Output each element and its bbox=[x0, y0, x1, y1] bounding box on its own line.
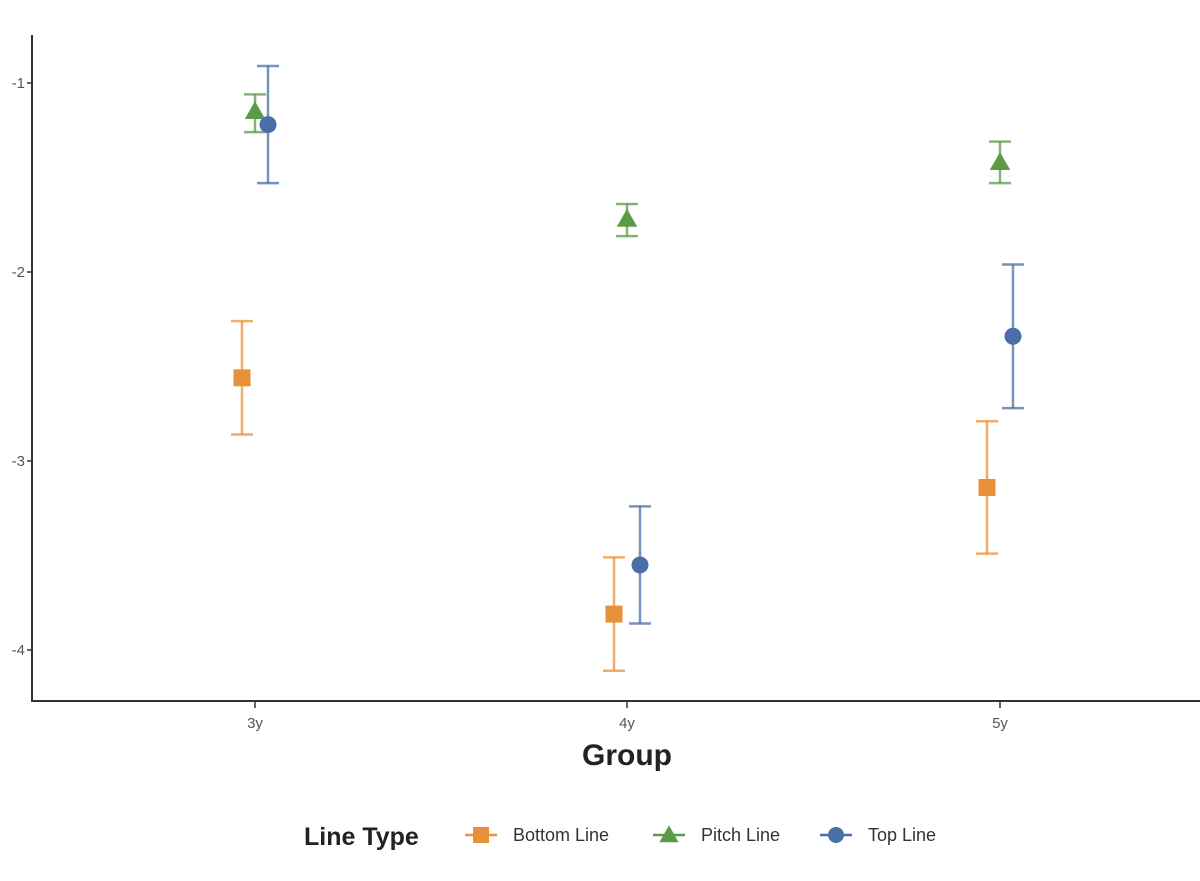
y-tick-label: -2 bbox=[12, 264, 25, 281]
legend-key-square bbox=[473, 827, 489, 843]
legend-title: Line Type bbox=[304, 823, 419, 851]
data-point bbox=[605, 605, 623, 623]
x-tick-label: 4y bbox=[619, 715, 635, 732]
data-point bbox=[244, 101, 266, 119]
x-tick-label: 5y bbox=[992, 715, 1008, 732]
legend: Line Type Bottom Line Pitch Line Top Line bbox=[304, 823, 936, 851]
legend-item: Bottom Line bbox=[465, 825, 609, 845]
y-tick-label: -1 bbox=[12, 75, 25, 92]
series-bottom-line bbox=[231, 319, 998, 673]
legend-label: Top Line bbox=[868, 825, 936, 845]
y-tick-label: -3 bbox=[12, 453, 25, 470]
legend-item: Top Line bbox=[820, 825, 936, 845]
data-point bbox=[616, 208, 638, 227]
legend-label: Bottom Line bbox=[513, 825, 609, 845]
legend-items: Bottom Line Pitch Line Top Line bbox=[465, 825, 936, 845]
series-pitch-line bbox=[244, 93, 1011, 238]
legend-key-circle bbox=[828, 827, 844, 843]
legend-item: Pitch Line bbox=[653, 825, 780, 845]
x-ticks: 3y 4y 5y bbox=[247, 702, 1008, 732]
data-point bbox=[1004, 327, 1022, 345]
data-point bbox=[233, 369, 251, 387]
data-marks bbox=[231, 64, 1024, 673]
y-tick-label: -4 bbox=[12, 642, 25, 659]
legend-key-triangle bbox=[659, 825, 679, 843]
series-top-line bbox=[257, 64, 1024, 625]
x-axis-title: Group bbox=[582, 739, 672, 772]
plot-area: -1 -2 -3 -4 3y 4y 5y bbox=[12, 35, 1200, 732]
data-point bbox=[259, 116, 277, 134]
legend-label: Pitch Line bbox=[701, 825, 780, 845]
data-point bbox=[631, 556, 649, 574]
data-point bbox=[989, 152, 1011, 171]
x-tick-label: 3y bbox=[247, 715, 263, 732]
data-point bbox=[978, 478, 996, 496]
y-ticks: -1 -2 -3 -4 bbox=[12, 75, 32, 659]
